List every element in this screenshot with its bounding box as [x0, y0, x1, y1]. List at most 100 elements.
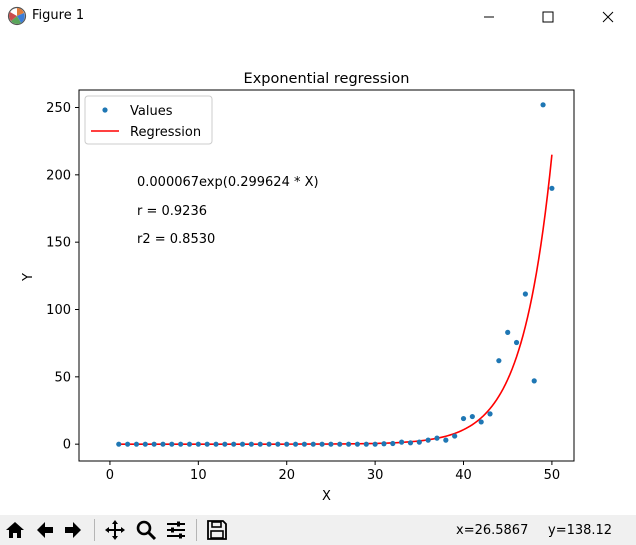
zoom-button[interactable] — [133, 517, 159, 543]
forward-button[interactable] — [60, 517, 86, 543]
y-tick-label: 150 — [46, 236, 71, 251]
data-point — [372, 441, 378, 447]
r-annotation: r = 0.9236 — [137, 204, 207, 219]
toolbar-separator — [94, 519, 95, 541]
data-point — [328, 441, 334, 447]
legend: Values Regression — [84, 95, 213, 145]
data-point — [407, 440, 414, 446]
data-point — [540, 102, 546, 108]
data-point — [390, 440, 396, 447]
y-axis-label: Y — [21, 273, 36, 282]
data-point — [337, 441, 343, 447]
data-point — [151, 441, 157, 447]
zoom-icon — [136, 520, 157, 541]
data-point — [204, 441, 210, 447]
pan-button[interactable] — [102, 517, 128, 543]
data-point — [213, 441, 219, 447]
data-point — [345, 441, 352, 447]
data-point — [239, 441, 246, 447]
data-point — [505, 329, 511, 335]
x-tick-label: 40 — [455, 468, 472, 483]
minimize-button[interactable] — [466, 0, 512, 33]
y-tick-label: 50 — [54, 370, 71, 385]
title-bar: Figure 1 — [0, 0, 636, 33]
save-icon — [207, 520, 227, 540]
data-point — [160, 441, 166, 447]
save-button[interactable] — [204, 517, 230, 543]
data-point — [319, 441, 325, 447]
data-point — [434, 435, 440, 441]
chart: 0 10 20 30 40 50 0 50 100 150 200 250 Exponential r… — [21, 71, 575, 504]
data-point — [522, 291, 528, 297]
pan-icon — [105, 520, 125, 540]
legend-box — [84, 95, 213, 145]
data-point — [275, 441, 281, 447]
back-button[interactable] — [32, 517, 58, 543]
back-icon — [37, 522, 53, 538]
y-tick-label: 200 — [46, 168, 71, 183]
annotations: 0.000067exp(0.299624 * X) r = 0.9236 r2 … — [137, 175, 319, 247]
data-point — [531, 378, 537, 384]
data-point — [266, 441, 272, 447]
data-point — [496, 358, 502, 364]
data-point — [186, 441, 193, 447]
legend-values-marker — [102, 107, 108, 113]
data-point — [125, 441, 131, 447]
data-point — [178, 441, 184, 447]
data-point — [549, 185, 555, 191]
data-point — [292, 441, 299, 447]
data-point — [284, 441, 290, 447]
data-point — [354, 441, 361, 447]
data-point — [248, 441, 254, 447]
data-point — [452, 433, 458, 439]
home-button[interactable] — [2, 517, 28, 543]
x-tick-label: 0 — [106, 468, 114, 483]
data-point — [469, 413, 475, 420]
x-axis-label: X — [322, 489, 331, 504]
forward-icon — [65, 522, 81, 538]
data-point — [487, 411, 493, 417]
data-point — [399, 439, 405, 445]
x-tick-label: 20 — [278, 468, 295, 483]
data-point — [231, 441, 237, 447]
data-point — [513, 339, 520, 346]
data-point — [195, 441, 201, 447]
configure-subplots-icon — [167, 521, 185, 539]
close-icon — [602, 11, 614, 22]
chart-title: Exponential regression — [244, 71, 410, 87]
cursor-y-readout: y=138.12 — [548, 523, 613, 538]
data-point — [257, 441, 263, 447]
x-tick-label: 30 — [367, 468, 384, 483]
minimize-icon — [484, 16, 494, 17]
x-tick-label: 10 — [190, 468, 207, 483]
axes-background — [79, 90, 574, 461]
data-point — [460, 415, 467, 422]
maximize-button[interactable] — [525, 0, 571, 33]
axes-frame — [78, 89, 575, 462]
data-point — [381, 441, 387, 447]
data-point — [416, 439, 422, 445]
data-point — [133, 441, 140, 447]
data-point — [301, 441, 308, 447]
close-button[interactable] — [585, 0, 631, 33]
data-point — [363, 441, 369, 447]
window-title: Figure 1 — [32, 8, 85, 23]
r2-annotation: r2 = 0.8530 — [137, 232, 215, 247]
maximize-icon — [542, 11, 554, 22]
data-point — [116, 441, 122, 447]
cursor-x-readout: x=26.5867 — [456, 523, 529, 538]
y-tick-label: 100 — [46, 303, 71, 318]
data-point — [222, 441, 228, 447]
data-point — [425, 437, 431, 443]
navigation-toolbar: x=26.5867 y=138.12 — [0, 515, 636, 545]
y-tick-label: 250 — [46, 101, 71, 116]
y-tick-label: 0 — [63, 438, 71, 453]
equation-annotation: 0.000067exp(0.299624 * X) — [137, 175, 319, 190]
legend-values-label: Values — [130, 104, 173, 119]
data-point — [169, 441, 175, 447]
data-point — [443, 437, 449, 443]
toolbar-separator — [196, 519, 197, 541]
data-point — [310, 441, 316, 447]
configure-subplots-button[interactable] — [163, 517, 189, 543]
figure-canvas[interactable]: 0 10 20 30 40 50 0 50 100 150 200 250 Exponential r… — [0, 33, 636, 515]
